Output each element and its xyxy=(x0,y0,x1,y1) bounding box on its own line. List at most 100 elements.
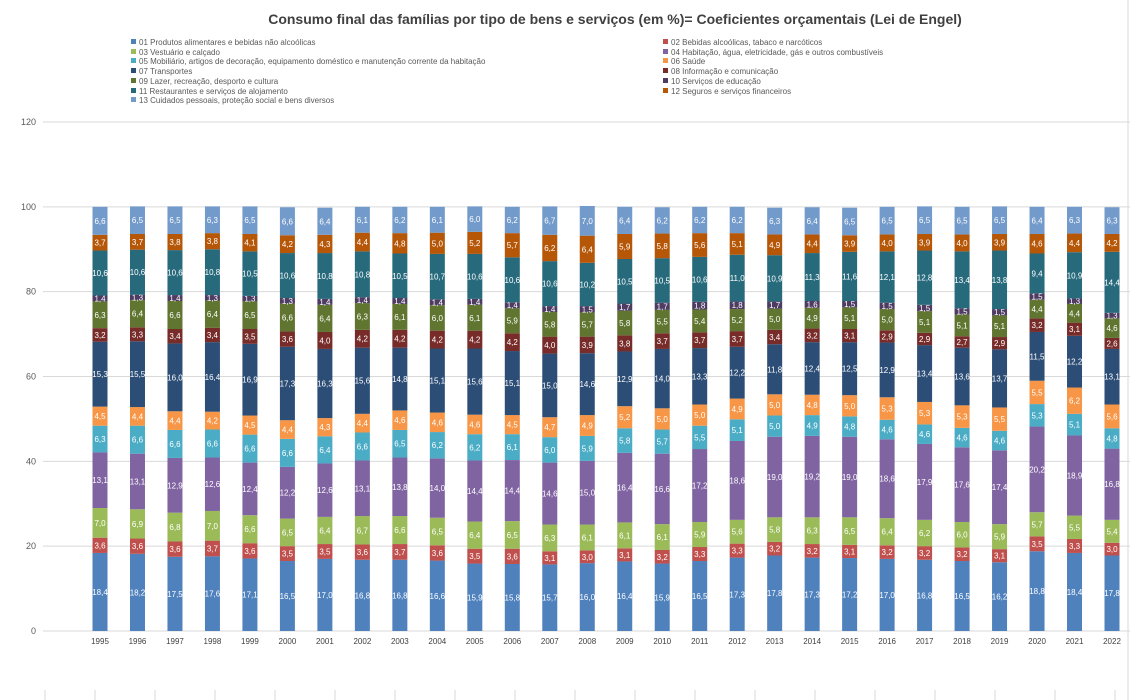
data-label: 3,8 xyxy=(169,238,181,247)
data-label: 5,8 xyxy=(544,320,556,329)
data-label: 15,9 xyxy=(654,593,670,602)
data-label: 6,6 xyxy=(394,526,406,535)
data-label: 3,3 xyxy=(1069,542,1081,551)
data-label: 4,6 xyxy=(1106,324,1118,333)
bar-segment xyxy=(467,548,483,564)
bar-segment xyxy=(279,346,295,421)
bar-segment xyxy=(317,298,333,305)
data-label: 16,8 xyxy=(355,591,371,600)
data-label: 3,0 xyxy=(1106,545,1118,554)
data-label: 1,8 xyxy=(694,302,706,311)
bar-segment xyxy=(579,336,595,354)
bar-segment xyxy=(129,538,145,554)
data-label: 6,2 xyxy=(507,216,519,225)
data-label: 10,6 xyxy=(92,269,108,278)
data-label: 5,5 xyxy=(1069,523,1081,532)
data-label: 17,8 xyxy=(1104,589,1120,598)
bar-segment xyxy=(579,415,595,436)
bar-segment xyxy=(842,416,858,437)
data-label: 16,5 xyxy=(280,592,296,601)
data-label: 4,2 xyxy=(469,336,481,345)
data-label: 6,6 xyxy=(132,436,144,445)
data-label: 11,8 xyxy=(767,365,783,374)
bar-segment xyxy=(167,250,183,296)
data-label: 1,7 xyxy=(619,303,631,312)
data-label: 6,5 xyxy=(994,216,1006,225)
x-tick-label: 2004 xyxy=(428,637,446,646)
bar-segment xyxy=(242,462,258,516)
data-label: 6,6 xyxy=(244,525,256,534)
bar-segment xyxy=(804,415,820,436)
bar-segment xyxy=(429,432,445,459)
bar-segment xyxy=(804,234,820,254)
data-label: 6,6 xyxy=(169,440,181,449)
data-label: 1,8 xyxy=(732,301,744,310)
bar-segment xyxy=(917,233,933,251)
bar-segment xyxy=(917,443,933,520)
legend-swatch xyxy=(131,68,136,74)
bar-segment xyxy=(879,397,895,420)
data-label: 6,0 xyxy=(544,446,556,455)
bar-segment xyxy=(654,207,670,234)
data-label: 4,8 xyxy=(1106,434,1118,443)
data-label: 18,9 xyxy=(1067,472,1083,481)
x-tick-label: 2009 xyxy=(616,637,634,646)
bar-segment xyxy=(204,300,220,328)
data-label: 5,8 xyxy=(657,242,669,251)
bar-segment xyxy=(354,516,370,545)
bar-segment xyxy=(842,307,858,329)
bar-segment xyxy=(654,408,670,430)
data-label: 17,5 xyxy=(167,590,183,599)
data-label: 3,4 xyxy=(207,331,219,340)
bar-segment xyxy=(167,512,183,542)
data-label: 4,9 xyxy=(807,314,819,323)
data-label: 7,0 xyxy=(582,217,594,226)
bar-segment xyxy=(1104,337,1120,349)
data-label: 3,5 xyxy=(282,550,294,559)
data-label: 6,5 xyxy=(844,527,856,536)
data-label: 3,9 xyxy=(844,240,856,249)
bar-segment xyxy=(354,303,370,330)
bar-segment xyxy=(767,301,783,309)
data-label: 13,8 xyxy=(992,276,1008,285)
data-label: 5,0 xyxy=(694,411,706,420)
data-label: 4,5 xyxy=(94,412,106,421)
bar-segment xyxy=(917,559,933,631)
bar-segment xyxy=(617,548,633,562)
bar-segment xyxy=(692,206,708,234)
data-label: 6,2 xyxy=(1069,397,1081,406)
bar-segment xyxy=(729,543,745,558)
data-label: 12,2 xyxy=(1067,358,1083,367)
data-label: 6,5 xyxy=(394,440,406,449)
data-label: 3,7 xyxy=(657,337,669,346)
data-label: 11,3 xyxy=(805,273,821,282)
legend-label: 09 Lazer, recreação, desporto e cultura xyxy=(139,76,279,86)
data-label: 4,2 xyxy=(394,335,406,344)
data-label: 17,6 xyxy=(954,481,970,490)
bar-segment xyxy=(767,394,783,416)
bar-segment xyxy=(467,348,483,415)
bar-segment xyxy=(129,327,145,342)
bar-segment xyxy=(129,509,145,539)
bar-segment xyxy=(917,311,933,333)
bar-segment xyxy=(429,348,445,413)
data-label: 3,1 xyxy=(844,332,856,341)
data-label: 16,0 xyxy=(579,593,595,602)
data-label: 1,3 xyxy=(244,295,256,304)
bar-segment xyxy=(992,233,1008,251)
data-label: 3,4 xyxy=(769,333,781,342)
x-tick-label: 2018 xyxy=(953,637,971,646)
bar-segment xyxy=(1029,318,1045,332)
data-label: 1,3 xyxy=(1069,297,1081,306)
bar-segment xyxy=(842,300,858,308)
bar-segment xyxy=(542,353,558,418)
data-label: 1,5 xyxy=(919,304,931,313)
bar-segment xyxy=(729,557,745,631)
bar-segment xyxy=(804,557,820,631)
bar-segment xyxy=(279,253,295,299)
bar-segment xyxy=(767,255,783,302)
bar-segment xyxy=(167,206,183,234)
bar-segment xyxy=(767,415,783,437)
data-label: 19,0 xyxy=(767,473,783,482)
